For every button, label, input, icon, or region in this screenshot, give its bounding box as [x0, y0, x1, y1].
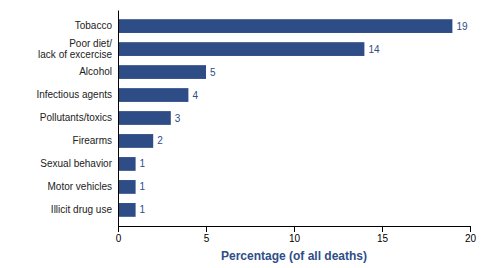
- bar: [118, 134, 153, 148]
- bar: [118, 88, 188, 102]
- y-tick-label: Infectious agents: [36, 89, 112, 100]
- x-tick: 5: [204, 226, 210, 244]
- y-axis-line: [118, 11, 119, 227]
- x-tick-mark: [470, 226, 471, 232]
- x-tick-label: 0: [116, 233, 122, 244]
- y-tick-label: Alcohol: [79, 66, 112, 77]
- data-label: 19: [456, 21, 468, 32]
- y-tick: Tobacco: [75, 20, 113, 31]
- plot-area: 1 1 1 2 3 4 5 14 19 0 5 10 15 20 Illicit drug use Motor…: [36, 11, 476, 245]
- y-tick: Firearms: [73, 135, 112, 146]
- data-label: 1: [140, 181, 146, 192]
- y-tick: Poor diet/lack of excercise: [38, 38, 112, 60]
- data-label: 1: [140, 158, 146, 169]
- x-tick-mark: [382, 226, 383, 232]
- bar: [118, 19, 452, 33]
- bar: [118, 157, 136, 171]
- y-tick-label: Illicit drug use: [51, 204, 113, 215]
- y-tick-label: Motor vehicles: [48, 181, 112, 192]
- y-tick: Infectious agents: [36, 89, 112, 100]
- y-tick: Motor vehicles: [48, 181, 112, 192]
- chart: 1 1 1 2 3 4 5 14 19 0 5 10 15 20 Illicit drug use Motor…: [0, 0, 500, 268]
- x-axis-title: Percentage (of all deaths): [221, 249, 367, 263]
- data-labels: 1 1 1 2 3 4 5 14 19: [140, 21, 468, 216]
- y-tick: Sexual behavior: [40, 158, 112, 169]
- x-tick: 20: [465, 226, 477, 244]
- bar: [118, 203, 136, 217]
- y-tick-label: Pollutants/toxics: [40, 112, 112, 123]
- x-tick-label: 10: [289, 233, 301, 244]
- data-label: 1: [140, 204, 146, 215]
- x-tick-label: 20: [465, 233, 477, 244]
- x-tick-mark: [206, 226, 207, 232]
- y-tick: Alcohol: [79, 66, 112, 77]
- y-axis: Illicit drug use Motor vehicles Sexual beh…: [36, 11, 118, 227]
- x-tick: 10: [289, 226, 301, 244]
- data-label: 14: [368, 44, 380, 55]
- bar: [118, 42, 364, 56]
- data-label: 2: [157, 135, 163, 146]
- bar: [118, 65, 206, 79]
- y-tick-label: Tobacco: [75, 20, 113, 31]
- y-tick-label-line: lack of excercise: [38, 49, 112, 60]
- x-tick-label: 5: [204, 233, 210, 244]
- x-tick-mark: [118, 226, 119, 232]
- y-tick-label-line: Poor diet/: [69, 38, 112, 49]
- y-tick: Illicit drug use: [51, 204, 113, 215]
- y-tick-label: Firearms: [73, 135, 112, 146]
- y-tick: Pollutants/toxics: [40, 112, 112, 123]
- bars: [118, 19, 452, 217]
- y-tick-label: Sexual behavior: [40, 158, 112, 169]
- x-tick-label: 15: [377, 233, 389, 244]
- x-tick-mark: [294, 226, 295, 232]
- bar: [118, 111, 171, 125]
- x-axis-line: [119, 227, 471, 233]
- data-label: 4: [192, 90, 198, 101]
- bar: [118, 180, 136, 194]
- x-tick: 15: [377, 226, 389, 244]
- data-label: 3: [175, 113, 181, 124]
- x-axis: 0 5 10 15 20: [116, 226, 477, 244]
- y-tick-label: Poor diet/lack of excercise: [38, 38, 112, 60]
- data-label: 5: [210, 67, 216, 78]
- x-tick: 0: [116, 226, 122, 244]
